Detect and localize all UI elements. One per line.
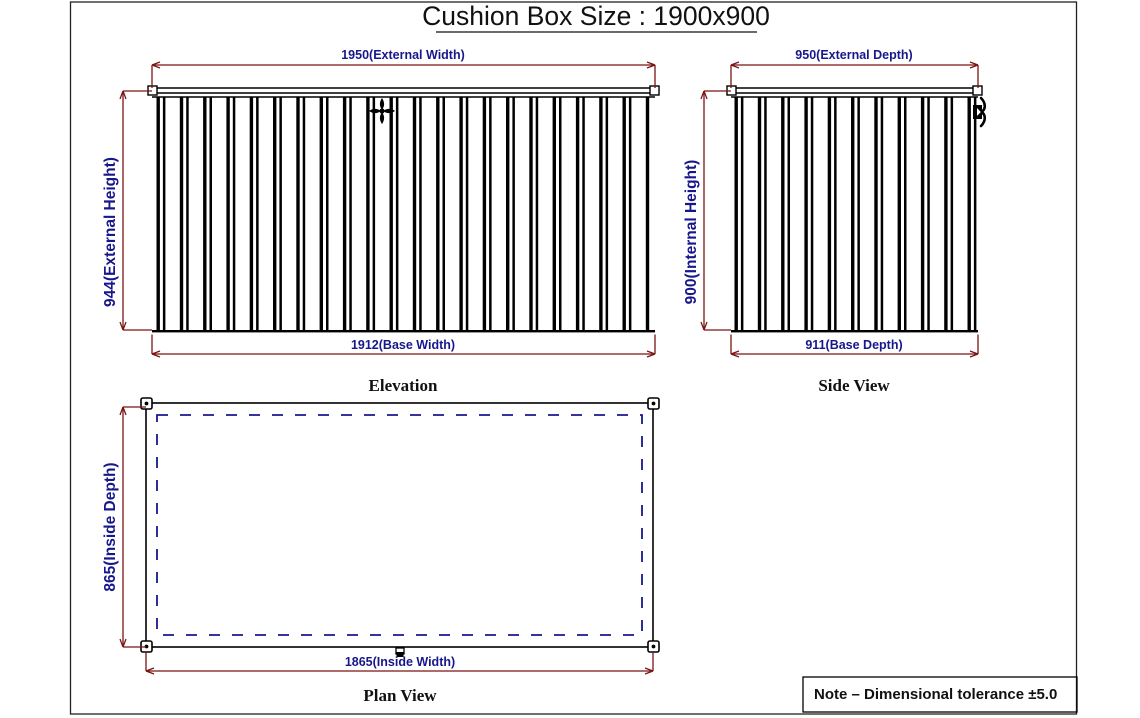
svg-text:Note – Dimensional toleranc: Note – Dimensional tolerance ±5.0: [814, 686, 1057, 703]
svg-text:911(Base Depth): 911(Base Depth): [805, 338, 902, 352]
svg-text:1950(External Width): 1950(External Width): [341, 48, 465, 62]
svg-text:950(External Depth): 950(External Depth): [795, 48, 912, 62]
svg-text:Side View: Side View: [818, 376, 890, 395]
svg-text:1865(Inside Width): 1865(Inside Width): [345, 655, 455, 669]
svg-text:944(External Height): 944(External Height): [102, 157, 119, 307]
svg-text:865(Inside Depth): 865(Inside Depth): [102, 462, 119, 591]
svg-text:Elevation: Elevation: [369, 376, 438, 395]
svg-text:Plan View: Plan View: [363, 686, 437, 705]
svg-text:1912(Base Width): 1912(Base Width): [351, 338, 455, 352]
svg-text:900(Internal Height): 900(Internal Height): [683, 160, 700, 305]
svg-text:Cushion Box Size : 1900x900: Cushion Box Size : 1900x900: [422, 1, 770, 31]
